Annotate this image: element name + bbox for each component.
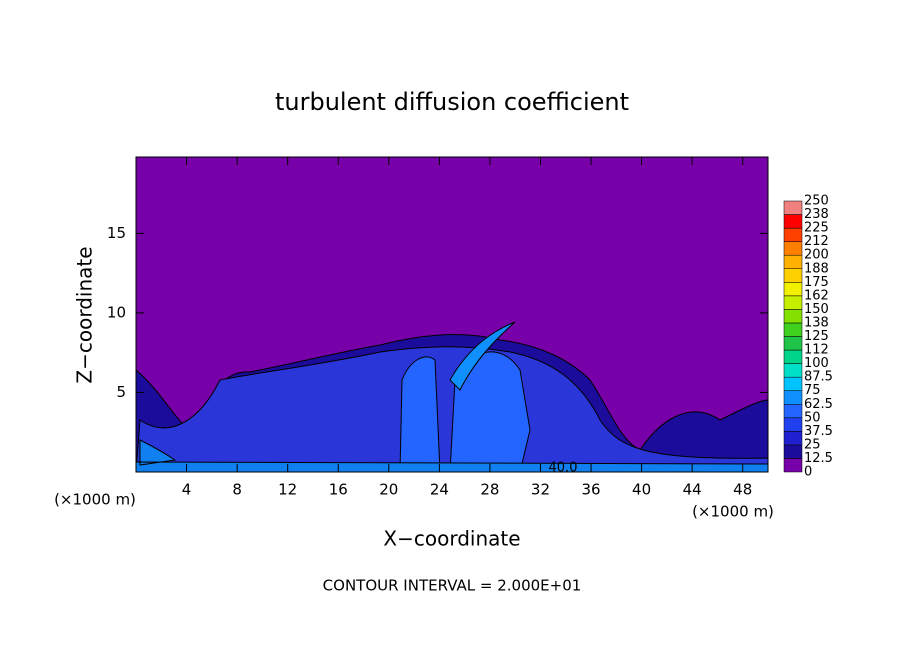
colorbar-label: 250 (804, 194, 829, 209)
colorbar-band (783, 322, 803, 337)
field-region (449, 321, 516, 391)
field (136, 321, 768, 472)
x-tick-label: 4 (182, 481, 192, 499)
x-unit: (×1000 m) (692, 503, 774, 521)
field-region (136, 439, 768, 472)
x-axis-label: X−coordinate (383, 527, 520, 551)
x-tick-label: 44 (683, 481, 702, 499)
colorbar-label: 37.5 (804, 424, 833, 439)
colorbar-label: 200 (804, 248, 829, 263)
colorbar-label: 87.5 (804, 370, 833, 385)
colorbar-band (783, 268, 803, 283)
colorbar-band (783, 295, 803, 310)
x-tick-label: 8 (232, 481, 242, 499)
colorbar-band (783, 309, 803, 324)
colorbar-band (783, 363, 803, 378)
colorbar-label: 188 (804, 261, 829, 276)
colorbar-band (783, 376, 803, 391)
x-tick-label: 16 (329, 481, 348, 499)
x-tick-label: 20 (379, 481, 398, 499)
x-tick-label: 48 (733, 481, 752, 499)
colorbar-band (783, 404, 803, 419)
colorbar-label: 225 (804, 221, 829, 236)
colorbar-label: 238 (804, 207, 829, 222)
colorbar-band (783, 241, 803, 256)
x-tick-label: 32 (531, 481, 550, 499)
chart-title: turbulent diffusion coefficient (275, 88, 629, 116)
colorbar-band (783, 200, 803, 215)
colorbar-band (783, 282, 803, 297)
footer: CONTOUR INTERVAL = 2.000E+01 (323, 577, 582, 595)
colorbar-band (783, 254, 803, 269)
x-tick-label: 28 (480, 481, 499, 499)
field-region (399, 351, 531, 472)
colorbar-label: 50 (804, 410, 821, 425)
colorbar-label: 175 (804, 275, 829, 290)
x-unit: (×1000 m) (54, 491, 136, 509)
y-tick-label: 15 (107, 224, 126, 242)
colorbar-band (783, 227, 803, 242)
colorbar-band (783, 336, 803, 351)
colorbar-label: 162 (804, 288, 829, 303)
x-tick-label: 12 (278, 481, 297, 499)
colorbar-label: 150 (804, 302, 829, 317)
plot-frame (135, 156, 769, 473)
x-tick-label: 40 (632, 481, 651, 499)
y-axis-label: Z−coordinate (73, 246, 97, 383)
colorbar-band (783, 458, 803, 473)
colorbar-label: 12.5 (804, 451, 833, 466)
colorbar-band (783, 431, 803, 446)
colorbar-band (783, 349, 803, 364)
colorbar-band (783, 390, 803, 405)
x-tick-label: 36 (581, 481, 600, 499)
y-tick-label: 10 (107, 303, 126, 321)
y-tick-label: 5 (116, 383, 126, 401)
colorbar-band (783, 417, 803, 432)
colorbar-label: 0 (804, 465, 812, 480)
colorbar-label: 138 (804, 315, 829, 330)
colorbar-label: 25 (804, 437, 821, 452)
colorbar-label: 75 (804, 383, 821, 398)
colorbar-label: 62.5 (804, 397, 833, 412)
colorbar-band (783, 214, 803, 229)
colorbar-label: 212 (804, 234, 829, 249)
colorbar-band (783, 444, 803, 459)
colorbar-label: 112 (804, 343, 829, 358)
x-tick-label: 24 (430, 481, 449, 499)
colorbar-label: 125 (804, 329, 829, 344)
colorbar-label: 100 (804, 356, 829, 371)
contour-label: 40.0 (549, 461, 578, 476)
